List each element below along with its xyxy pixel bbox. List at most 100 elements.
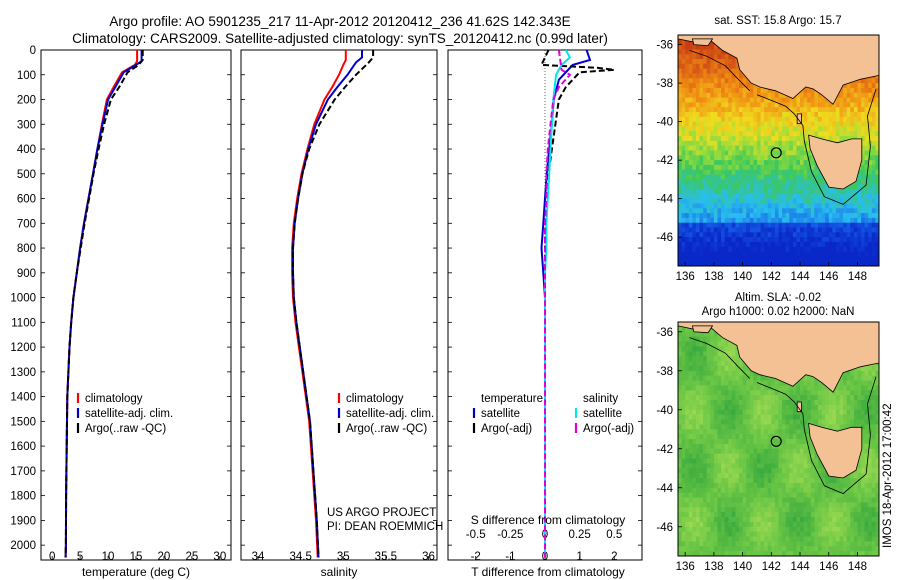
map-lon-label: 138 [704, 271, 723, 283]
map-cell [721, 448, 726, 455]
map-cell [695, 68, 700, 75]
map-cell [778, 256, 783, 262]
map-cell [774, 448, 779, 455]
map-cell [785, 198, 790, 204]
map-cell [785, 164, 790, 171]
map-cell [692, 487, 697, 494]
map-cell [710, 208, 715, 214]
map-cell [760, 531, 765, 537]
map-cell [782, 213, 787, 219]
map-cell [753, 256, 758, 262]
map-cell [764, 102, 769, 108]
map-cell [789, 419, 794, 425]
map-cell [778, 468, 783, 474]
map-cell [767, 107, 772, 113]
map-cell [875, 198, 879, 204]
map-cell [774, 458, 779, 464]
map-cell [678, 155, 683, 161]
map-cell [807, 213, 812, 219]
map-cell [706, 97, 711, 103]
map-cell [699, 346, 704, 352]
map-cell [839, 198, 844, 204]
map-cell [692, 404, 697, 411]
map-cell [739, 131, 744, 137]
map-cell [792, 492, 797, 498]
map-cell [681, 39, 686, 46]
map-cell [685, 92, 690, 99]
map-cell [778, 107, 783, 113]
map-cell [764, 453, 769, 459]
map-cell [810, 179, 815, 185]
map-cell [753, 424, 758, 430]
map-cell [861, 83, 866, 89]
map-cell [785, 419, 790, 425]
map-cell [810, 385, 815, 391]
map-cell [713, 551, 718, 556]
map-cell [699, 429, 704, 435]
map-cell [782, 409, 787, 416]
map-cell [706, 189, 711, 195]
map-cell [774, 189, 779, 195]
map-cell [749, 478, 754, 484]
map-cell [731, 531, 736, 537]
map-cell [821, 512, 826, 518]
map-cell [692, 365, 697, 372]
map-cell [818, 203, 823, 209]
map-cell [803, 507, 808, 513]
map-cell [746, 169, 751, 176]
map-cell [789, 434, 794, 440]
map-cell [782, 102, 787, 108]
map-cell [839, 213, 844, 219]
map-cell [681, 179, 686, 185]
map-cell [717, 227, 722, 233]
map-cell [685, 424, 690, 430]
map-cell [843, 241, 848, 248]
map-cell [807, 150, 812, 156]
x-tick-label-top: -0.5 [466, 529, 486, 541]
map-cell [835, 126, 840, 132]
map-cell [818, 102, 823, 108]
map-cell [796, 227, 801, 233]
map-cell [706, 361, 711, 367]
map-cell [699, 213, 704, 219]
map-cell [785, 213, 790, 219]
map-cell [764, 439, 769, 445]
map-cell [724, 112, 729, 118]
map-cell [821, 102, 826, 108]
map-cell [699, 92, 704, 99]
map-cell [875, 251, 879, 257]
map-cell [710, 73, 715, 79]
map-cell [706, 198, 711, 204]
temperature-panel: 0100200300400500600700800900100011001200… [10, 45, 642, 579]
map-cell [864, 140, 869, 147]
map-cell [782, 179, 787, 185]
map-cell [699, 169, 704, 176]
map-cell [749, 179, 754, 185]
map-cell [692, 97, 697, 103]
map-cell [728, 385, 733, 391]
map-cell [760, 424, 765, 430]
map-cell [749, 261, 754, 266]
map-cell [796, 92, 801, 99]
map-cell [688, 419, 693, 425]
map-cell [861, 78, 866, 84]
map-cell [771, 198, 776, 204]
map-cell [767, 487, 772, 494]
map-cell [764, 448, 769, 455]
map-cell [692, 531, 697, 537]
map-cell [810, 107, 815, 113]
map-cell [724, 468, 729, 474]
map-cell [753, 87, 758, 94]
map-cell [681, 97, 686, 103]
map-cell [767, 434, 772, 440]
map-cell [742, 145, 747, 152]
map-cell [767, 232, 772, 238]
map-cell [767, 424, 772, 430]
map-cell [713, 507, 718, 513]
map-cell [810, 189, 815, 195]
map-cell [721, 87, 726, 94]
map-cell [771, 478, 776, 484]
map-cell [778, 439, 783, 445]
map-cell [853, 227, 858, 233]
map-cell [713, 370, 718, 377]
